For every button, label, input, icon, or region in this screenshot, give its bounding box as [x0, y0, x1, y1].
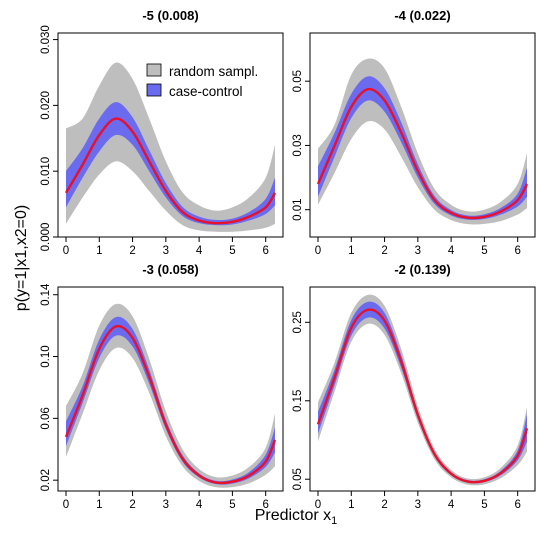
x-tick-label: 0 — [315, 499, 321, 511]
panel-frame — [57, 32, 284, 238]
x-tick-label: 3 — [163, 499, 169, 511]
mean-curve — [316, 308, 529, 484]
mean-curve — [64, 324, 277, 485]
x-tick-label: 5 — [481, 245, 487, 257]
x-tick-label: 4 — [448, 245, 455, 257]
x-tick-label: 1 — [96, 245, 102, 257]
legend-label-case-control: case-control — [169, 84, 243, 99]
x-tick-label: 6 — [514, 499, 520, 511]
x-tick-label: 2 — [129, 499, 135, 511]
x-tick-label: 6 — [514, 245, 520, 257]
x-tick-label: 5 — [229, 245, 235, 257]
y-tick-label: 0.06 — [40, 407, 52, 429]
x-tick-label: 1 — [348, 245, 354, 257]
panel-frame — [309, 286, 536, 492]
x-axis-title: Predictor x1 — [255, 507, 338, 527]
x-tick-label: 4 — [448, 499, 455, 511]
x-tick-label: 2 — [381, 499, 387, 511]
legend-swatch-case-control — [146, 83, 162, 97]
panel-title: -2 (0.139) — [394, 262, 450, 277]
y-tick-label: 0.01 — [292, 198, 304, 220]
panel-1-plot-area — [64, 62, 277, 232]
y-tick-label: 0.030 — [40, 25, 52, 54]
y-tick-label: 0.03 — [292, 134, 304, 156]
x-tick-label: 3 — [163, 245, 169, 257]
random-sampling-band — [318, 294, 527, 486]
panel-3-plot-area — [64, 303, 277, 488]
panel-frame — [57, 286, 284, 492]
x-tick-label: 5 — [229, 499, 235, 511]
random-sampling-band — [66, 303, 275, 488]
y-tick-label: 0.02 — [40, 469, 52, 491]
x-tick-label: 0 — [63, 499, 69, 511]
y-axis-title: p(y=1|x1,x2=0) — [13, 205, 30, 311]
x-tick-label: 3 — [415, 245, 421, 257]
mean-curve — [64, 117, 277, 225]
case-control-band — [318, 76, 527, 220]
x-tick-label: 6 — [262, 245, 268, 257]
y-tick-label: 0.010 — [40, 157, 52, 186]
y-tick-label: 0.15 — [292, 390, 304, 412]
x-axis-title-subscript: 1 — [331, 515, 337, 527]
y-tick-label: 0.25 — [292, 311, 304, 333]
panel-3: 0 1 2 3 4 5 6 0.02 0.06 0.10 0.14 -3 (0.058) — [40, 262, 284, 511]
x-tick-label: 0 — [315, 245, 321, 257]
random-sampling-band — [318, 58, 527, 225]
x-tick-label: 4 — [196, 499, 203, 511]
y-tick-label: 0.000 — [40, 223, 52, 252]
legend-swatch-random — [146, 63, 162, 77]
x-tick-label: 6 — [262, 499, 268, 511]
y-tick-label: 0.05 — [292, 468, 304, 490]
y-tick-label: 0.05 — [292, 70, 304, 92]
mean-curve — [316, 87, 529, 220]
panel-2-plot-area — [316, 58, 529, 225]
y-tick-label: 0.10 — [40, 345, 52, 367]
x-tick-label: 1 — [348, 499, 354, 511]
panel-title: -3 (0.058) — [142, 262, 198, 277]
case-control-band — [318, 301, 527, 484]
panel-1: 0 1 2 3 4 5 6 0.000 0.010 0.020 0.030 -5 (0.008) — [40, 8, 284, 257]
x-tick-label: 5 — [481, 499, 487, 511]
x-tick-label: 1 — [96, 499, 102, 511]
y-tick-label: 0.020 — [40, 91, 52, 120]
legend-label-random: random sampl. — [169, 64, 258, 79]
x-tick-label: 4 — [196, 245, 203, 257]
panel-frame — [309, 32, 536, 238]
panel-2: 0 1 2 3 4 5 6 0.01 0.03 0.05 -4 (0.022) — [292, 8, 536, 257]
y-tick-label: 0.14 — [40, 283, 52, 306]
panel-title: -4 (0.022) — [394, 8, 450, 23]
x-axis-title-main: Predictor x — [255, 507, 331, 524]
x-tick-label: 3 — [415, 499, 421, 511]
legend: random sampl. case-control — [146, 63, 258, 99]
x-tick-label: 0 — [63, 245, 69, 257]
x-tick-label: 2 — [381, 245, 387, 257]
x-tick-label: 2 — [129, 245, 135, 257]
panel-title: -5 (0.008) — [142, 8, 198, 23]
panel-4-plot-area — [316, 294, 529, 486]
case-control-band — [66, 102, 275, 226]
panel-4: 0 1 2 3 4 5 6 0.05 0.15 0.25 -2 (0.139) — [292, 262, 536, 511]
